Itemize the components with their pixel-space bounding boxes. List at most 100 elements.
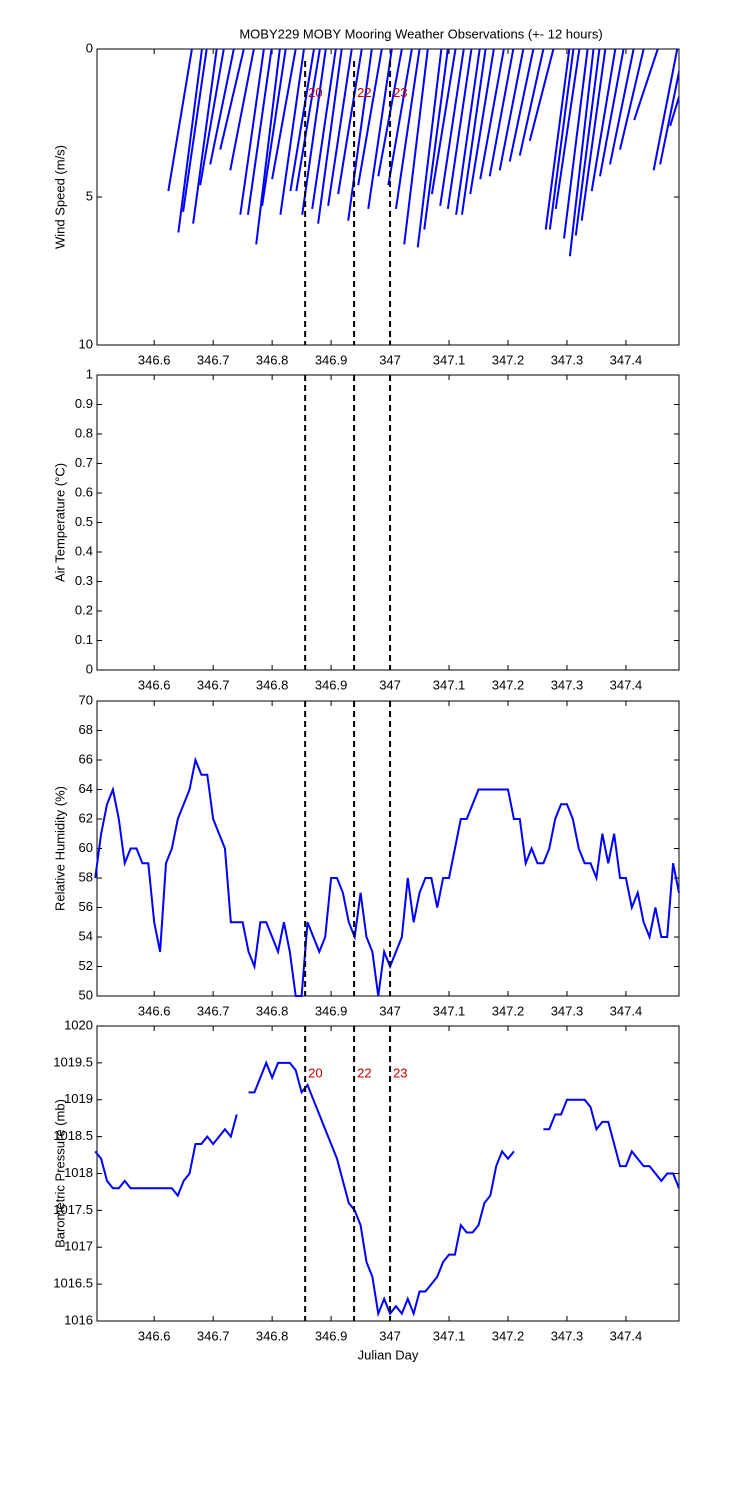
x-tick-label: 347 — [379, 1328, 401, 1343]
y-tick-label: 1019 — [64, 1091, 93, 1106]
y-tick-label: 66 — [79, 751, 93, 766]
wind-stick — [317, 49, 343, 224]
marker-label: 22 — [357, 85, 371, 100]
x-tick-label: 346.8 — [256, 1328, 289, 1343]
x-tick-label: 347 — [379, 677, 401, 692]
wind-stick — [446, 49, 473, 209]
x-tick-label: 346.7 — [197, 1003, 230, 1018]
y-tick-label: 62 — [79, 810, 93, 825]
wind-stick — [652, 49, 679, 171]
wind-stick — [423, 49, 449, 230]
x-tick-label: 346.8 — [256, 677, 289, 692]
wind-stick — [455, 49, 481, 215]
y-tick-label: 1017.5 — [53, 1202, 93, 1217]
x-tick-label: 346.7 — [197, 677, 230, 692]
wind-stick — [295, 49, 321, 192]
wind-stick — [599, 49, 625, 177]
x-tick-label: 347.3 — [551, 352, 584, 367]
x-tick-label: 346.8 — [256, 352, 289, 367]
wind-stick — [192, 49, 218, 224]
data-line — [94, 1060, 680, 1318]
y-tick-label: 1020 — [64, 1017, 93, 1032]
y-axis-label: Wind Speed (m/s) — [52, 145, 67, 249]
y-tick-label: 0.3 — [75, 573, 93, 588]
x-tick-label: 347.4 — [610, 677, 643, 692]
wind-stick — [347, 49, 373, 221]
wind-stick — [261, 49, 287, 207]
y-tick-label: 0.4 — [75, 543, 93, 558]
y-tick-label: 0.5 — [75, 514, 93, 529]
wind-stick — [659, 67, 679, 165]
x-tick-label: 347.1 — [433, 677, 466, 692]
x-tick-label: 347.1 — [433, 352, 466, 367]
wind-stick — [239, 49, 265, 215]
y-tick-label: 70 — [79, 692, 93, 707]
wind-stick — [430, 49, 457, 195]
y-tick-label: 0.6 — [75, 484, 93, 499]
x-tick-label: 347 — [379, 1003, 401, 1018]
x-tick-label: 346.9 — [315, 1003, 348, 1018]
y-tick-label: 0.8 — [75, 425, 93, 440]
x-tick-label: 347.1 — [433, 1328, 466, 1343]
wind-stick — [246, 49, 273, 215]
x-tick-label: 346.9 — [315, 677, 348, 692]
wind-stick — [357, 49, 383, 186]
y-tick-label: 50 — [79, 987, 93, 1002]
wind-stick — [199, 49, 225, 186]
wind-stick — [590, 49, 617, 192]
x-axis-label: Julian Day — [358, 1347, 419, 1362]
marker-label: 20 — [308, 85, 322, 100]
y-tick-label: 1016 — [64, 1312, 93, 1327]
y-tick-label: 1016.5 — [53, 1276, 93, 1291]
x-tick-label: 347.3 — [551, 1003, 584, 1018]
y-axis-label: Air Temperature (°C) — [52, 463, 67, 582]
wind-stick — [498, 49, 525, 171]
x-tick-label: 346.7 — [197, 1328, 230, 1343]
y-tick-label: 1017 — [64, 1239, 93, 1254]
wind-stick — [568, 49, 595, 257]
plot-area — [96, 374, 680, 671]
x-tick-label: 347 — [379, 352, 401, 367]
y-tick-label: 10 — [79, 336, 93, 351]
wind-stick — [311, 49, 337, 209]
plot-area — [96, 1025, 680, 1322]
wind-stick — [554, 49, 581, 209]
y-tick-label: 5 — [86, 188, 93, 203]
y-tick-label: 68 — [79, 722, 93, 737]
y-tick-label: 58 — [79, 869, 93, 884]
wind-stick — [528, 49, 555, 142]
wind-stick — [394, 49, 421, 209]
wind-stick — [469, 49, 495, 195]
x-tick-label: 347.4 — [610, 1003, 643, 1018]
plot-area — [96, 700, 680, 997]
wind-stick — [301, 49, 327, 215]
marker-label: 22 — [357, 1065, 371, 1080]
x-tick-label: 347.4 — [610, 1328, 643, 1343]
marker-label: 23 — [393, 85, 407, 100]
y-axis-label: Barometric Pressure (mb) — [52, 1099, 67, 1248]
x-tick-label: 347.1 — [433, 1003, 466, 1018]
marker-label: 23 — [393, 1065, 407, 1080]
x-tick-label: 347.2 — [492, 1003, 525, 1018]
wind-stick — [337, 49, 363, 195]
wind-stick — [387, 49, 413, 186]
wind-stick — [416, 49, 443, 248]
wind-stick — [255, 49, 281, 245]
x-tick-label: 346.6 — [138, 1328, 171, 1343]
y-tick-label: 0.7 — [75, 455, 93, 470]
chart-title: MOBY229 MOBY Mooring Weather Observation… — [239, 26, 602, 41]
wind-stick — [479, 49, 505, 180]
x-tick-label: 346.6 — [138, 352, 171, 367]
wind-stick — [574, 49, 601, 236]
wind-stick — [548, 49, 575, 230]
wind-stick — [289, 49, 315, 192]
wind-stick — [544, 49, 571, 230]
x-tick-label: 346.7 — [197, 352, 230, 367]
y-tick-label: 0.9 — [75, 396, 93, 411]
wind-stick — [508, 49, 535, 162]
y-tick-label: 54 — [79, 928, 93, 943]
wind-stick — [609, 49, 635, 165]
x-tick-label: 347.3 — [551, 677, 584, 692]
data-line — [94, 756, 680, 997]
